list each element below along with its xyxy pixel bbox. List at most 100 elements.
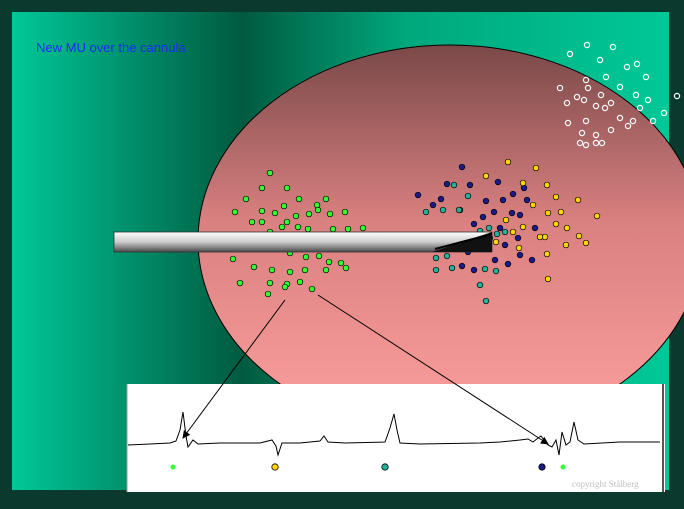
fiber-dot-white bbox=[582, 76, 590, 84]
fiber-dot-yellow bbox=[575, 232, 583, 240]
fiber-dot-teal bbox=[493, 230, 501, 238]
fiber-dot-teal bbox=[482, 297, 490, 305]
fiber-dot-navy bbox=[414, 191, 422, 199]
fiber-dot-white bbox=[642, 73, 650, 81]
fiber-dot-white bbox=[607, 99, 615, 107]
fiber-dot-white bbox=[582, 141, 590, 149]
fiber-dot-yellow bbox=[502, 216, 510, 224]
arrow-icon bbox=[182, 299, 286, 439]
fiber-dot-navy bbox=[466, 181, 474, 189]
fiber-dot-yellow bbox=[582, 239, 590, 247]
fiber-dot-navy bbox=[520, 184, 528, 192]
fiber-dot-white bbox=[580, 96, 588, 104]
fiber-dot-green bbox=[301, 266, 309, 274]
fiber-dot-yellow bbox=[504, 158, 512, 166]
fiber-dot-white bbox=[583, 41, 591, 49]
fiber-dot-teal bbox=[492, 267, 500, 275]
fiber-dot-green bbox=[304, 225, 312, 233]
fiber-dot-green bbox=[292, 212, 300, 220]
fiber-dot-navy bbox=[496, 224, 504, 232]
fiber-dot-green bbox=[329, 225, 337, 233]
fiber-dot-white bbox=[616, 114, 624, 122]
fiber-dot-green bbox=[281, 283, 289, 291]
fiber-dot-green bbox=[229, 255, 237, 263]
fiber-dot-navy bbox=[494, 178, 502, 186]
fiber-dot-green bbox=[231, 208, 239, 216]
fiber-dot-teal bbox=[501, 228, 509, 236]
fiber-dot-navy bbox=[528, 256, 536, 264]
fiber-dot-yellow bbox=[482, 172, 490, 180]
fiber-dot-yellow bbox=[557, 208, 565, 216]
fiber-dot-green bbox=[322, 195, 330, 203]
fiber-dot-white bbox=[649, 117, 657, 125]
fiber-dot-white bbox=[644, 96, 652, 104]
fiber-dot-white bbox=[636, 104, 644, 112]
fiber-dot-yellow bbox=[519, 223, 527, 231]
fiber-dot-yellow bbox=[552, 193, 560, 201]
fiber-dot-white bbox=[564, 119, 572, 127]
fiber-dot-navy bbox=[437, 195, 445, 203]
fiber-dot-navy bbox=[504, 260, 512, 268]
fiber-dot-navy bbox=[490, 208, 498, 216]
fiber-dot-green bbox=[283, 218, 291, 226]
fiber-dot-white bbox=[597, 91, 605, 99]
fiber-dot-white bbox=[556, 84, 564, 92]
cannula-needle-icon bbox=[113, 231, 493, 253]
fiber-dot-navy bbox=[516, 251, 524, 259]
fiber-dot-green bbox=[258, 184, 266, 192]
fiber-dot-yellow bbox=[552, 220, 560, 228]
fiber-dot-green bbox=[248, 218, 256, 226]
fiber-dot-white bbox=[592, 102, 600, 110]
fiber-dot-yellow bbox=[519, 179, 527, 187]
fiber-dot-navy bbox=[458, 262, 466, 270]
fiber-dot-green bbox=[359, 224, 367, 232]
fiber-dot-green bbox=[313, 201, 321, 209]
fiber-dot-teal bbox=[476, 281, 484, 289]
trace-markers bbox=[170, 463, 566, 471]
fiber-dot-white bbox=[660, 109, 668, 117]
fiber-dot-white bbox=[616, 83, 624, 91]
trace-marker-navy bbox=[538, 463, 546, 471]
fiber-dot-yellow bbox=[529, 201, 537, 209]
fiber-dot-yellow bbox=[509, 228, 517, 236]
fiber-dot-white bbox=[592, 131, 600, 139]
fiber-dot-green bbox=[286, 268, 294, 276]
fiber-dot-green bbox=[315, 252, 323, 260]
fiber-dot-teal bbox=[450, 181, 458, 189]
fiber-dot-white bbox=[573, 93, 581, 101]
fiber-dot-yellow bbox=[593, 212, 601, 220]
trace-marker-green bbox=[560, 464, 566, 470]
fiber-dot-teal bbox=[481, 265, 489, 273]
fiber-dot-navy bbox=[523, 196, 531, 204]
fiber-dot-green bbox=[258, 218, 266, 226]
fiber-dot-white bbox=[632, 91, 640, 99]
fiber-dot-white bbox=[629, 117, 637, 125]
fiber-dot-teal bbox=[448, 264, 456, 272]
fiber-dot-teal bbox=[485, 224, 493, 232]
fiber-dot-teal bbox=[455, 206, 463, 214]
emg-trace bbox=[127, 411, 660, 457]
fiber-dot-yellow bbox=[543, 181, 551, 189]
trace-marker-green bbox=[170, 464, 176, 470]
fiber-dot-yellow bbox=[544, 275, 552, 283]
arrow-icon bbox=[317, 294, 549, 445]
fiber-dot-green bbox=[296, 278, 304, 286]
fiber-dot-yellow bbox=[515, 244, 523, 252]
fiber-dot-navy bbox=[443, 180, 451, 188]
fiber-dot-white bbox=[566, 50, 574, 58]
fiber-dot-navy bbox=[470, 266, 478, 274]
fiber-dot-white bbox=[601, 104, 609, 112]
fiber-dot-navy bbox=[491, 256, 499, 264]
fiber-dot-green bbox=[258, 207, 266, 215]
fiber-dot-white bbox=[584, 84, 592, 92]
fiber-dot-teal bbox=[439, 206, 447, 214]
fiber-dot-white bbox=[598, 139, 606, 147]
fiber-dot-white bbox=[582, 117, 590, 125]
fiber-dot-green bbox=[266, 169, 274, 177]
fiber-dot-navy bbox=[458, 163, 466, 171]
fiber-dot-white bbox=[633, 60, 641, 68]
fiber-dot-green bbox=[280, 202, 288, 210]
fiber-dot-navy bbox=[516, 211, 524, 219]
copyright-notice: copyright Stålberg bbox=[572, 479, 639, 489]
fiber-dot-yellow bbox=[562, 241, 570, 249]
